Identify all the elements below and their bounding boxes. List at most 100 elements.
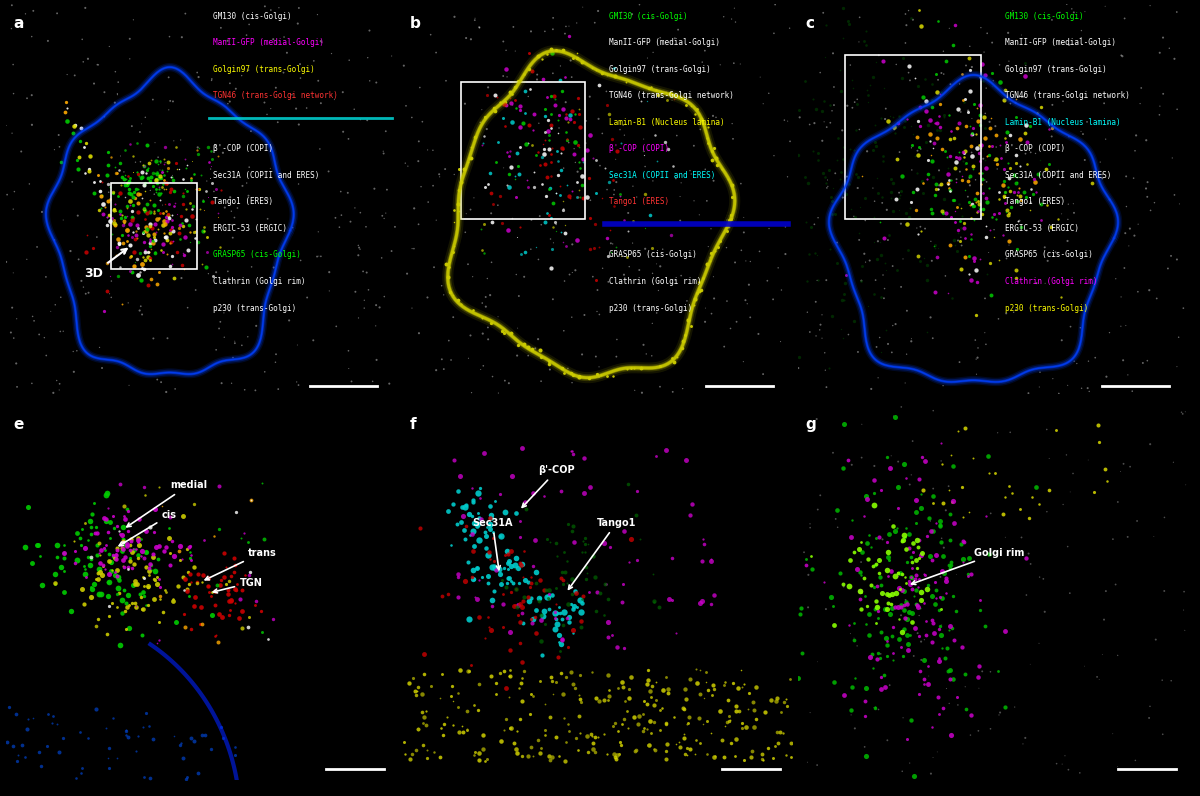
Point — [546, 582, 565, 595]
Point — [218, 587, 238, 600]
Point — [590, 587, 610, 599]
Point — [668, 23, 688, 36]
Point — [431, 722, 450, 735]
Point — [691, 112, 710, 125]
Point — [815, 576, 834, 588]
Point — [956, 162, 976, 175]
Point — [414, 717, 433, 730]
Point — [733, 355, 752, 368]
Point — [954, 536, 973, 548]
Point — [997, 135, 1016, 148]
Point — [476, 530, 496, 543]
Point — [877, 451, 896, 464]
Point — [451, 663, 470, 676]
Point — [964, 200, 983, 213]
Point — [908, 149, 928, 162]
Point — [114, 166, 133, 178]
Point — [991, 76, 1010, 88]
Point — [203, 608, 222, 621]
Point — [796, 215, 815, 228]
Point — [1080, 385, 1099, 398]
Point — [154, 166, 173, 178]
Point — [655, 135, 674, 148]
Point — [812, 332, 832, 345]
Point — [800, 118, 820, 131]
Text: TGN46 (trans-Golgi network): TGN46 (trans-Golgi network) — [608, 92, 733, 100]
Point — [830, 64, 850, 76]
Point — [910, 630, 929, 643]
Point — [788, 361, 808, 374]
Point — [1093, 172, 1112, 185]
Point — [486, 677, 505, 689]
Point — [163, 235, 182, 248]
Point — [929, 691, 948, 704]
Point — [914, 654, 934, 667]
Point — [354, 265, 373, 278]
Point — [145, 574, 164, 587]
Point — [622, 671, 641, 684]
Point — [634, 133, 653, 146]
Point — [65, 119, 84, 132]
Point — [556, 755, 575, 767]
Point — [600, 224, 619, 236]
Point — [892, 600, 911, 613]
Point — [883, 654, 902, 666]
Point — [866, 559, 886, 572]
Point — [965, 98, 984, 111]
Point — [949, 117, 968, 130]
Point — [732, 664, 751, 677]
Point — [539, 591, 558, 604]
Point — [912, 224, 931, 237]
Point — [118, 235, 137, 248]
Point — [247, 319, 266, 332]
Point — [946, 238, 965, 251]
Point — [289, 178, 308, 190]
Point — [131, 533, 150, 545]
Point — [714, 751, 733, 763]
Point — [472, 512, 491, 525]
Point — [44, 143, 64, 156]
Point — [1006, 96, 1025, 109]
Point — [817, 181, 836, 194]
Point — [505, 559, 524, 572]
Point — [474, 447, 493, 459]
Point — [550, 600, 569, 613]
Point — [30, 328, 49, 341]
Point — [598, 747, 617, 760]
Point — [974, 111, 994, 123]
Point — [512, 694, 532, 707]
Point — [128, 730, 148, 743]
Point — [76, 166, 95, 179]
Point — [402, 302, 421, 314]
Point — [732, 681, 751, 694]
Point — [826, 208, 845, 220]
Point — [198, 191, 217, 204]
Point — [552, 638, 571, 650]
Point — [954, 222, 973, 235]
Point — [956, 157, 976, 170]
Point — [521, 581, 540, 594]
Point — [852, 418, 871, 431]
Point — [562, 572, 581, 585]
Point — [586, 218, 605, 231]
Point — [1168, 103, 1187, 115]
Point — [898, 348, 917, 361]
Point — [962, 452, 982, 465]
Point — [125, 245, 144, 258]
Point — [557, 108, 576, 121]
Point — [978, 27, 997, 40]
Point — [218, 575, 238, 587]
Point — [998, 235, 1018, 248]
Point — [522, 139, 541, 151]
Point — [944, 517, 964, 529]
Point — [944, 193, 964, 206]
Point — [704, 292, 724, 305]
Point — [544, 11, 563, 24]
Point — [409, 218, 428, 231]
Point — [528, 73, 547, 86]
Point — [1016, 190, 1036, 203]
Point — [551, 60, 570, 72]
Point — [881, 462, 900, 475]
Point — [745, 721, 764, 734]
Point — [874, 150, 893, 162]
